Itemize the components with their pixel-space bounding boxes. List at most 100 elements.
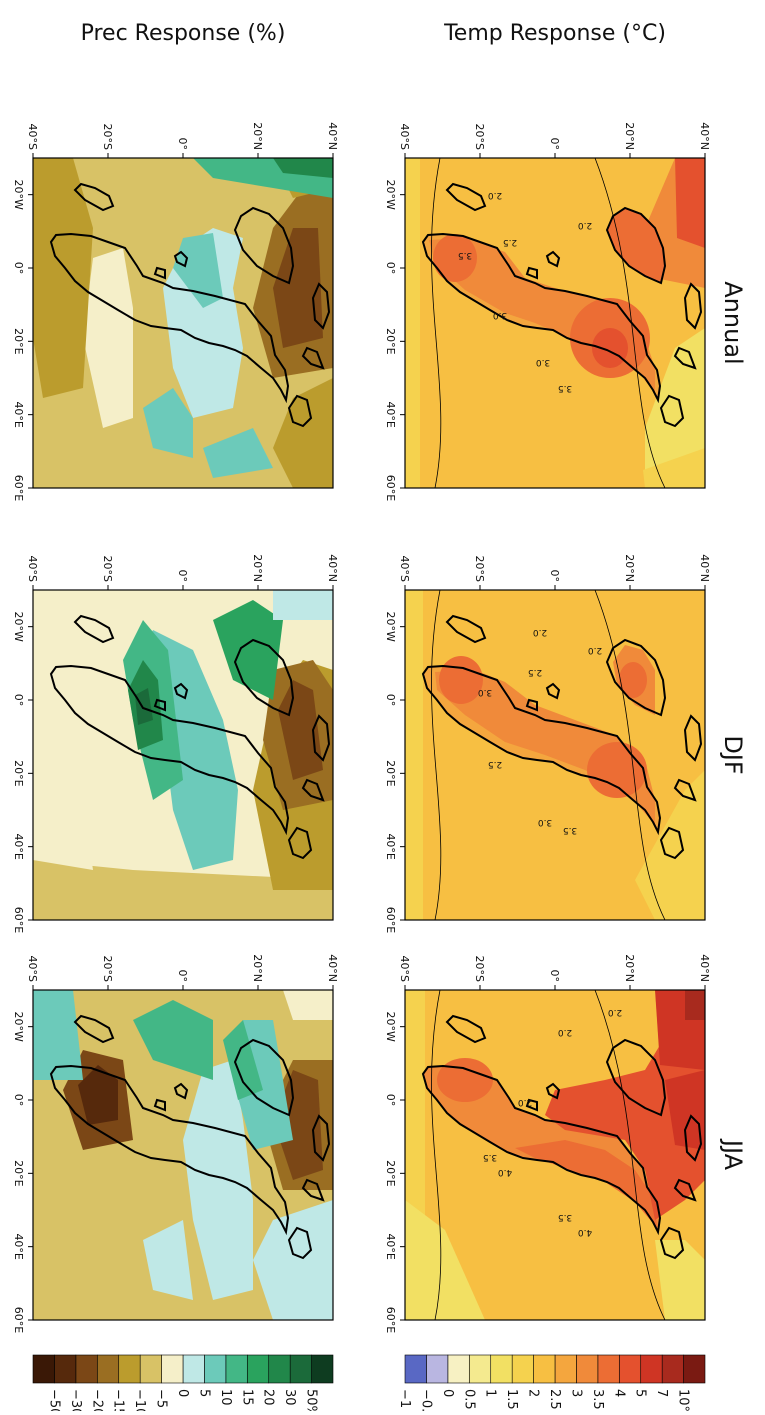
colorbar-label: 0.5	[461, 1389, 476, 1410]
contour-label: 2.5	[528, 667, 542, 677]
contour-label: 2.0	[558, 1027, 573, 1037]
lat-label: 20°S	[101, 124, 114, 150]
contour-label: 3.0	[493, 310, 508, 320]
row-title-text-temp: Temp Response (°C)	[443, 21, 666, 46]
colorbar-swatch	[225, 1354, 248, 1384]
lon-label: 20°W	[384, 611, 397, 641]
contour-line	[431, 590, 442, 920]
colorbar-label: 50%	[304, 1389, 319, 1411]
lon-label: 20°E	[384, 760, 397, 786]
colorbar-swatch	[661, 1354, 684, 1384]
lon-label: 20°E	[12, 328, 25, 354]
colorbar-swatch	[75, 1354, 98, 1384]
colorbar-swatch	[597, 1354, 620, 1384]
lon-label: 60°E	[12, 907, 25, 933]
lon-label: 20°E	[384, 328, 397, 354]
map-prec-annual: 40°N 20°N 0° 20°S 40°S 20°W 0° 20°E 40°E 60°E	[12, 122, 339, 501]
contour-line	[594, 990, 666, 1320]
contour-line	[431, 990, 442, 1320]
lat-label: 0°	[548, 970, 561, 983]
colorbar-swatch	[554, 1354, 577, 1384]
map-temp-annual: 3.5 3.0 3.0 3.5 2.5 2.0 2.0 40°N 20°N 0° 20°S 40°S 2…	[384, 122, 711, 501]
lat-label: 40°N	[326, 954, 339, 982]
contour-label: 2.0	[588, 645, 603, 655]
colorbar-label: 5	[633, 1389, 648, 1397]
colorbar-label: −30	[68, 1389, 83, 1411]
lat-label: 20°S	[101, 556, 114, 582]
colorbar-swatch	[576, 1354, 599, 1384]
colorbar-label: 2.5	[547, 1389, 562, 1410]
lon-label: 0°	[384, 694, 397, 707]
contour-line	[431, 158, 442, 488]
lon-label: 60°E	[384, 907, 397, 933]
column-title-djf: DJF	[719, 735, 747, 774]
column-title-jja: JJA	[719, 1138, 747, 1171]
lon-label: 60°E	[12, 1307, 25, 1333]
lon-label: 20°W	[384, 1011, 397, 1041]
prec-colorbar: 50% 30 20 15 10 50 −5 −10 −15 −20 −30 −50	[32, 1354, 334, 1415]
lon-label: 20°W	[12, 1011, 25, 1041]
field-prec	[33, 158, 333, 488]
colorbar-label: 2	[526, 1389, 541, 1397]
colorbar-swatch	[404, 1354, 427, 1384]
lon-label: 20°E	[384, 1160, 397, 1186]
lat-label: 20°S	[473, 124, 486, 150]
colorbar-label: 7	[654, 1389, 669, 1397]
contour-label: 4.0	[578, 1227, 593, 1237]
colorbar-label: −5	[154, 1389, 169, 1408]
temp-colorbar: 10°C 754 3.5 3 2.5 2 1.5 1 0.5 0 −0.5 −1	[397, 1354, 706, 1415]
lat-label: 40°N	[326, 554, 339, 582]
row-title-prec: Prec Response (%)	[81, 21, 286, 46]
lat-label: 40°N	[698, 954, 711, 982]
lat-label: 20°S	[473, 556, 486, 582]
colorbar-swatch	[204, 1354, 227, 1384]
lon-label: 40°E	[384, 833, 397, 859]
contour-line	[594, 590, 666, 920]
colorbar-label: 3.5	[590, 1389, 605, 1410]
colorbar-label: −20	[89, 1389, 104, 1411]
lat-label: 20°S	[473, 956, 486, 982]
lon-label: 60°E	[12, 475, 25, 501]
colorbar-swatch	[618, 1354, 642, 1384]
colorbar-label: 1	[483, 1389, 498, 1397]
lat-label: 20°N	[251, 554, 264, 582]
colorbar-label: 20	[261, 1389, 276, 1406]
lat-label: 40°S	[398, 556, 411, 582]
lon-label: 40°E	[384, 401, 397, 427]
field-temp	[405, 590, 705, 920]
lon-label: 20°E	[12, 760, 25, 786]
lat-label: 20°N	[623, 554, 636, 582]
field-temp	[405, 990, 705, 1320]
field-prec	[33, 590, 333, 920]
colorbar-swatch	[139, 1354, 162, 1384]
colorbar-swatch	[289, 1354, 312, 1384]
contour-label: 2.0	[578, 220, 593, 230]
colorbar-label: −50	[46, 1389, 61, 1411]
colorbar-swatch	[533, 1354, 556, 1384]
contour-label: 2.0	[518, 1097, 533, 1107]
lon-label: 20°W	[384, 179, 397, 209]
contour-label: 3.0	[478, 687, 493, 697]
lat-label: 40°S	[26, 124, 39, 150]
map-temp-djf: 3.5 3.0 2.5 3.0 2.0 2.0 2.5 40°N 20°N 0° 20°S 40°S 2…	[384, 554, 711, 933]
lon-label: 20°W	[12, 611, 25, 641]
contour-label: 3.0	[536, 357, 551, 367]
contour-label: 2.5	[503, 237, 517, 247]
lon-label: 60°E	[384, 1307, 397, 1333]
lat-label: 0°	[176, 570, 189, 583]
column-title-annual: Annual	[719, 281, 747, 364]
lat-label: 40°S	[26, 956, 39, 982]
colorbar-swatch	[683, 1354, 706, 1384]
colorbar-swatch	[511, 1354, 534, 1384]
map-prec-djf: 40°N 20°N 0° 20°S 40°S 20°W 0° 20°E 40°E 60°E	[12, 554, 339, 933]
contour-label: 2.0	[488, 190, 503, 200]
lat-label: 40°N	[698, 122, 711, 150]
lat-label: 20°S	[101, 956, 114, 982]
row-title-text-prec: Prec Response (%)	[81, 21, 286, 46]
colorbar-swatch	[96, 1354, 120, 1384]
colorbar-label: −10	[132, 1389, 147, 1411]
lat-label: 0°	[176, 138, 189, 151]
colorbar-swatch	[468, 1354, 492, 1384]
lat-label: 0°	[548, 138, 561, 151]
colorbar-label: 0	[440, 1389, 455, 1397]
